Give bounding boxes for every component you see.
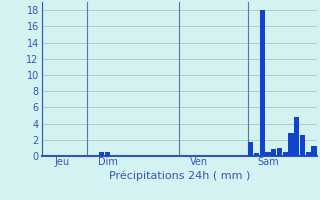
- Bar: [260, 10, 265, 156]
- Bar: [311, 146, 316, 156]
- Bar: [283, 152, 288, 156]
- Bar: [277, 148, 282, 156]
- Bar: [271, 149, 276, 156]
- Bar: [254, 153, 259, 156]
- Bar: [266, 152, 271, 156]
- Bar: [294, 117, 299, 156]
- X-axis label: Précipitations 24h ( mm ): Précipitations 24h ( mm ): [108, 170, 250, 181]
- Bar: [288, 133, 293, 156]
- Bar: [99, 152, 104, 156]
- Bar: [300, 135, 305, 156]
- Bar: [105, 152, 110, 156]
- Bar: [306, 152, 311, 156]
- Bar: [248, 142, 253, 156]
